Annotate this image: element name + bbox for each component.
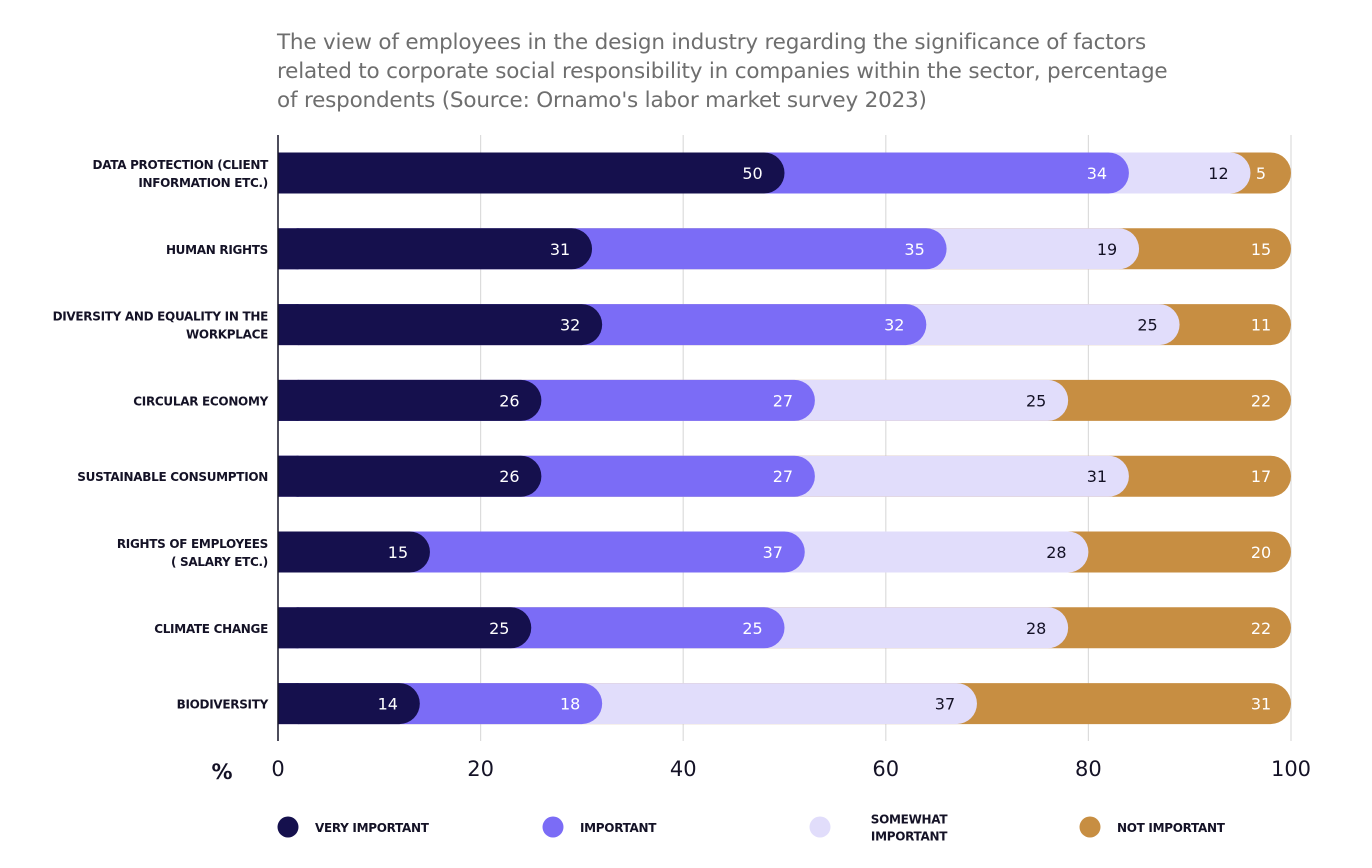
value-label-not_important-5: 20 (1251, 543, 1271, 562)
chart-title-line-2: related to corporate social responsibili… (277, 59, 1168, 84)
value-label-somewhat_important-6: 28 (1026, 619, 1046, 638)
category-label-line: CLIMATE CHANGE (154, 622, 268, 636)
legend-swatch-somewhat_important (809, 816, 831, 838)
bar-very_important-2 (278, 304, 603, 346)
value-label-not_important-6: 22 (1251, 619, 1271, 638)
bar-start-very_important-1 (278, 228, 299, 270)
bar-very_important-4 (278, 455, 542, 497)
value-label-somewhat_important-2: 25 (1137, 316, 1157, 335)
legend-label-line: IMPORTANT (580, 821, 657, 835)
value-label-very_important-3: 26 (499, 391, 519, 410)
category-label-4: SUSTAINABLE CONSUMPTION (77, 470, 268, 484)
legend-swatch-not_important (1079, 816, 1101, 838)
bar-start-very_important-5 (278, 531, 299, 573)
value-label-somewhat_important-0: 12 (1208, 164, 1228, 183)
category-label-line: CIRCULAR ECONOMY (133, 394, 268, 408)
category-label-line: DIVERSITY AND EQUALITY IN THE (53, 310, 269, 324)
value-label-very_important-4: 26 (499, 467, 519, 486)
value-label-important-5: 37 (763, 543, 783, 562)
legend-swatch-very_important (277, 816, 299, 838)
value-label-important-3: 27 (773, 391, 793, 410)
category-label-line: ( SALARY ETC.) (171, 555, 268, 569)
x-tick-label-0: 0 (271, 757, 284, 781)
bar-start-very_important-0 (278, 152, 299, 194)
value-label-important-2: 32 (884, 316, 904, 335)
legend-label-line: NOT IMPORTANT (1117, 821, 1226, 835)
legend-label-line: VERY IMPORTANT (315, 821, 430, 835)
category-label-line: HUMAN RIGHTS (166, 243, 268, 257)
value-label-not_important-7: 31 (1251, 695, 1271, 714)
chart-title: The view of employees in the design indu… (277, 28, 1177, 115)
category-label-line: WORKPLACE (186, 328, 268, 342)
category-label-1: HUMAN RIGHTS (166, 243, 268, 257)
category-label-5: RIGHTS OF EMPLOYEES ( SALARY ETC.) (117, 537, 268, 569)
x-tick-label-60: 60 (872, 757, 899, 781)
x-tick-label-20: 20 (467, 757, 494, 781)
bar-very_important-5 (278, 531, 430, 573)
legend: VERY IMPORTANT IMPORTANT SOMEWHAT IMPORTANT… (277, 813, 1226, 844)
value-label-somewhat_important-7: 37 (935, 695, 955, 714)
x-tick-label-100: 100 (1271, 757, 1311, 781)
category-label-7: BIODIVERSITY (177, 698, 269, 712)
category-label-line: INFORMATION ETC.) (138, 176, 268, 190)
value-label-somewhat_important-4: 31 (1087, 467, 1107, 486)
chart-title-line-1: The view of employees in the design indu… (277, 30, 1147, 55)
legend-label-not_important: NOT IMPORTANT (1117, 821, 1226, 835)
category-label-line: BIODIVERSITY (177, 698, 269, 712)
category-label-6: CLIMATE CHANGE (154, 622, 268, 636)
legend-label-important: IMPORTANT (580, 821, 657, 835)
bar-very_important-3 (278, 379, 542, 421)
bar-very_important-1 (278, 228, 593, 270)
bar-start-very_important-7 (278, 683, 299, 725)
category-label-line: DATA PROTECTION (CLIENT (93, 158, 270, 172)
bars: 50 34 12 5 31 35 19 15 32 32 25 11 26 27 25 22 26 27 31 17 1… (278, 152, 1291, 725)
value-label-very_important-1: 31 (550, 240, 570, 259)
x-tick-label-80: 80 (1075, 757, 1102, 781)
bar-very_important-0 (278, 152, 785, 194)
value-label-not_important-2: 11 (1251, 316, 1271, 335)
bar-start-very_important-2 (278, 304, 299, 346)
value-label-important-6: 25 (742, 619, 762, 638)
value-label-somewhat_important-1: 19 (1097, 240, 1117, 259)
category-label-0: DATA PROTECTION (CLIENT INFORMATION ETC.) (93, 158, 270, 190)
category-label-3: CIRCULAR ECONOMY (133, 394, 268, 408)
value-label-very_important-7: 14 (378, 695, 398, 714)
value-label-somewhat_important-5: 28 (1046, 543, 1066, 562)
value-label-important-1: 35 (904, 240, 924, 259)
x-tick-label-40: 40 (670, 757, 697, 781)
value-label-important-4: 27 (773, 467, 793, 486)
value-label-important-0: 34 (1087, 164, 1107, 183)
bar-start-very_important-4 (278, 455, 299, 497)
bar-start-very_important-3 (278, 379, 299, 421)
legend-label-very_important: VERY IMPORTANT (315, 821, 430, 835)
gridlines (480, 135, 1292, 741)
value-label-not_important-1: 15 (1251, 240, 1271, 259)
value-label-somewhat_important-3: 25 (1026, 391, 1046, 410)
x-axis-unit: % (211, 760, 232, 784)
category-label-line: SUSTAINABLE CONSUMPTION (77, 470, 268, 484)
category-label-2: DIVERSITY AND EQUALITY IN THE WORKPLACE (53, 310, 269, 342)
value-label-very_important-0: 50 (742, 164, 762, 183)
value-label-important-7: 18 (560, 695, 580, 714)
value-label-not_important-3: 22 (1251, 391, 1271, 410)
value-label-very_important-5: 15 (388, 543, 408, 562)
value-label-very_important-2: 32 (560, 316, 580, 335)
legend-label-somewhat_important: SOMEWHAT IMPORTANT (871, 813, 949, 844)
legend-label-line: IMPORTANT (871, 830, 948, 844)
category-label-line: RIGHTS OF EMPLOYEES (117, 537, 268, 551)
legend-swatch-important (542, 816, 564, 838)
value-label-not_important-4: 17 (1251, 467, 1271, 486)
value-label-not_important-0: 5 (1256, 164, 1266, 183)
bar-very_important-6 (278, 607, 532, 649)
bar-start-very_important-6 (278, 607, 299, 649)
legend-label-line: SOMEWHAT (871, 813, 949, 827)
chart-title-line-3: of respondents (Source: Ornamo's labor m… (277, 88, 927, 113)
bar-very_important-7 (278, 683, 420, 725)
value-label-very_important-6: 25 (489, 619, 509, 638)
